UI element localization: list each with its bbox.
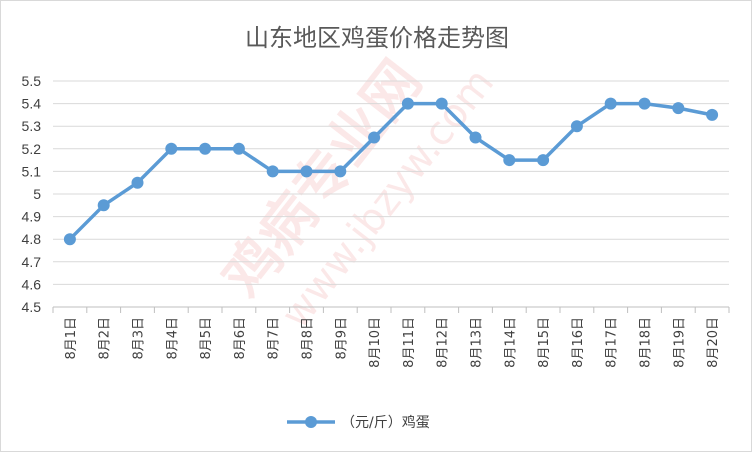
x-tick-label: 8月19日 (672, 317, 687, 368)
x-axis (52, 306, 730, 313)
y-tick-label: 5.3 (22, 118, 42, 134)
data-point (604, 97, 617, 110)
y-tick-label: 5 (33, 186, 41, 202)
chart-title: 山东地区鸡蛋价格走势图 (245, 24, 509, 52)
data-point (706, 108, 719, 121)
x-tick-label: 8月14日 (503, 317, 518, 368)
x-tick-label: 8月8日 (301, 317, 316, 360)
data-point (63, 233, 76, 246)
x-tick-label: 8月3日 (132, 317, 147, 360)
data-point (165, 142, 178, 155)
y-tick-label: 5.4 (22, 96, 42, 112)
y-tick-label: 4.6 (22, 276, 42, 292)
data-point (199, 142, 212, 155)
y-axis-ticks: 4.5 4.6 4.7 4.8 4.9 5 5.1 5.2 5.3 5.4 5.5 (22, 73, 42, 315)
x-tick-label: 8月11日 (402, 317, 417, 368)
x-axis-ticks: 8月1日 8月2日 8月3日 8月4日 8月5日 8月6日 8月7日 8月8日 8月9日 8月10… (64, 317, 721, 368)
y-tick-label: 4.8 (22, 231, 42, 247)
data-point (368, 131, 381, 144)
legend: （元/斤）鸡蛋 (287, 414, 430, 431)
x-tick-label: 8月5日 (199, 317, 214, 360)
data-point (638, 97, 651, 110)
x-tick-label: 8月20日 (706, 317, 721, 368)
series-group (63, 97, 719, 246)
data-point (131, 176, 144, 189)
x-tick-label: 8月16日 (571, 317, 586, 368)
data-point (469, 131, 482, 144)
data-point (97, 199, 110, 212)
y-tick-label: 5.5 (22, 73, 42, 89)
x-tick-label: 8月9日 (334, 317, 349, 360)
x-tick-label: 8月7日 (267, 317, 282, 360)
gridlines (53, 80, 729, 285)
y-tick-label: 5.1 (22, 163, 42, 179)
x-tick-label: 8月4日 (165, 317, 180, 360)
x-tick-label: 8月15日 (537, 317, 552, 368)
data-point (300, 165, 313, 178)
x-tick-label: 8月1日 (64, 317, 79, 360)
x-tick-label: 8月6日 (233, 317, 248, 360)
y-tick-label: 4.9 (22, 209, 42, 225)
x-tick-label: 8月17日 (605, 317, 620, 368)
watermark: 鸡病专业网 www.jbzyw.com (211, 49, 503, 337)
y-tick-label: 4.5 (22, 299, 42, 315)
x-tick-label: 8月18日 (639, 317, 654, 368)
x-tick-label: 8月12日 (436, 317, 451, 368)
legend-label: （元/斤）鸡蛋 (341, 414, 430, 431)
data-point (401, 97, 414, 110)
data-point (435, 97, 448, 110)
legend-marker (305, 416, 317, 428)
x-tick-label: 8月13日 (470, 317, 485, 368)
data-point (266, 165, 279, 178)
y-tick-label: 4.7 (22, 254, 42, 270)
data-point (537, 154, 550, 167)
data-point (570, 120, 583, 133)
data-point (334, 165, 347, 178)
x-tick-label: 8月2日 (98, 317, 113, 360)
y-tick-label: 5.2 (22, 141, 42, 157)
data-point (503, 154, 516, 167)
data-point (672, 102, 685, 115)
data-point (232, 142, 245, 155)
x-tick-label: 8月10日 (368, 317, 383, 368)
